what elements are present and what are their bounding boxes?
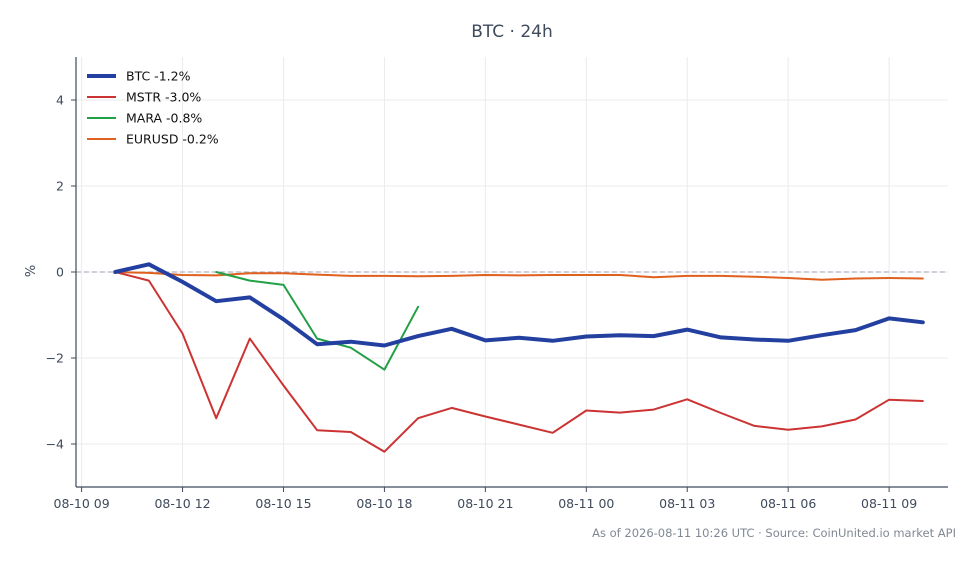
source-footer: As of 2026-08-11 10:26 UTC · Source: Coi… <box>592 526 956 540</box>
legend-label: BTC -1.2% <box>126 69 191 84</box>
x-tick-label: 08-11 00 <box>558 496 614 511</box>
x-tick-label: 08-10 15 <box>255 496 311 511</box>
x-tick-label: 08-10 12 <box>154 496 210 511</box>
x-tick-label: 08-10 18 <box>356 496 412 511</box>
x-tick-label: 08-11 09 <box>861 496 917 511</box>
x-tick-label: 08-11 06 <box>760 496 816 511</box>
chart-title: BTC · 24h <box>471 22 553 42</box>
x-tick-label: 08-10 21 <box>457 496 513 511</box>
y-tick-label: 2 <box>56 179 64 194</box>
legend-label: MARA -0.8% <box>126 111 202 126</box>
legend-label: MSTR -3.0% <box>126 90 201 105</box>
series-line-4 <box>114 271 924 281</box>
series-line-2 <box>114 271 924 453</box>
legend: BTC -1.2% MSTR -3.0% MARA -0.8% EURUSD -0.2… <box>87 69 219 147</box>
x-tick-label: 08-11 03 <box>659 496 715 511</box>
series-lines <box>113 262 925 453</box>
axes <box>71 57 948 492</box>
tick-labels: 08-10 09 08-10 12 08-10 15 08-10 18 08-10 21… <box>46 93 918 512</box>
series-line-1 <box>113 262 925 348</box>
y-tick-label: −4 <box>46 437 64 452</box>
y-tick-label: 0 <box>56 265 64 280</box>
legend-label: EURUSD -0.2% <box>126 132 219 147</box>
y-axis-label: % <box>24 265 39 277</box>
y-tick-label: −2 <box>46 351 64 366</box>
series-line-3 <box>215 271 420 371</box>
y-tick-label: 4 <box>56 93 64 108</box>
x-tick-label: 08-10 09 <box>54 496 110 511</box>
